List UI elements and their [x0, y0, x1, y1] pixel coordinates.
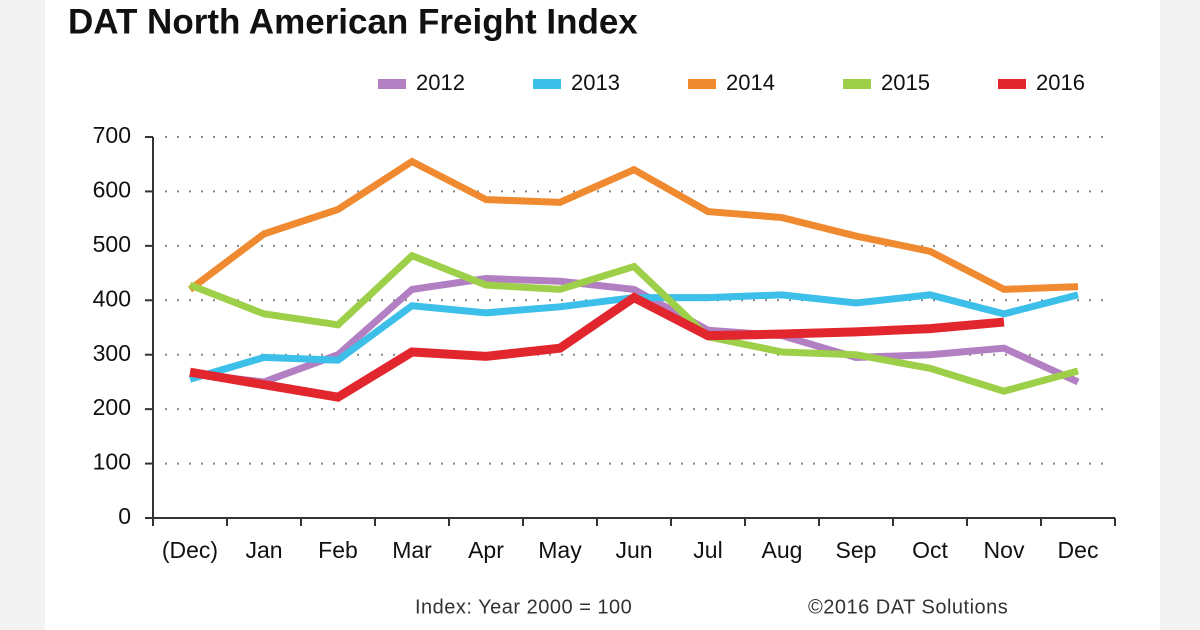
legend-label: 2016: [1036, 70, 1085, 95]
x-tick-label: Jan: [245, 537, 282, 563]
chart-source: ©2016 DAT Solutions: [808, 596, 1008, 618]
x-tick-label: Nov: [984, 537, 1025, 563]
y-tick-label: 100: [93, 449, 131, 475]
legend-label: 2015: [881, 70, 930, 95]
legend-label: 2012: [416, 70, 465, 95]
y-tick-label: 600: [93, 177, 131, 203]
x-tick-label: Oct: [912, 537, 948, 563]
legend-swatch: [688, 79, 716, 89]
x-tick-label: Dec: [1058, 537, 1099, 563]
y-tick-label: 0: [118, 503, 131, 529]
x-tick-label: Jul: [693, 537, 722, 563]
legend-swatch: [533, 79, 561, 89]
series-line: [189, 292, 1005, 402]
y-tick-label: 300: [93, 340, 131, 366]
chart-note: Index: Year 2000 = 100: [415, 596, 632, 618]
legend-swatch: [998, 79, 1026, 89]
legend-label: 2013: [571, 70, 620, 95]
series-line: [189, 275, 1080, 386]
series-line: [187, 157, 1079, 293]
y-tick-label: 200: [93, 394, 131, 420]
x-tick-label: Jun: [615, 537, 652, 563]
legend-swatch: [843, 79, 871, 89]
y-tick-label: 500: [93, 231, 131, 257]
x-tick-label: Feb: [318, 537, 358, 563]
x-tick-label: Apr: [468, 537, 504, 563]
y-tick-label: 700: [93, 122, 131, 148]
x-tick-label: Mar: [392, 537, 432, 563]
x-tick-label: (Dec): [162, 537, 218, 563]
chart-title: DAT North American Freight Index: [68, 2, 638, 41]
y-tick-label: 400: [93, 285, 131, 311]
series-line: [188, 251, 1079, 395]
legend-label: 2014: [726, 70, 775, 95]
legend-swatch: [378, 79, 406, 89]
x-tick-label: Sep: [836, 537, 877, 563]
x-tick-label: Aug: [762, 537, 803, 563]
x-tick-label: May: [538, 537, 582, 563]
